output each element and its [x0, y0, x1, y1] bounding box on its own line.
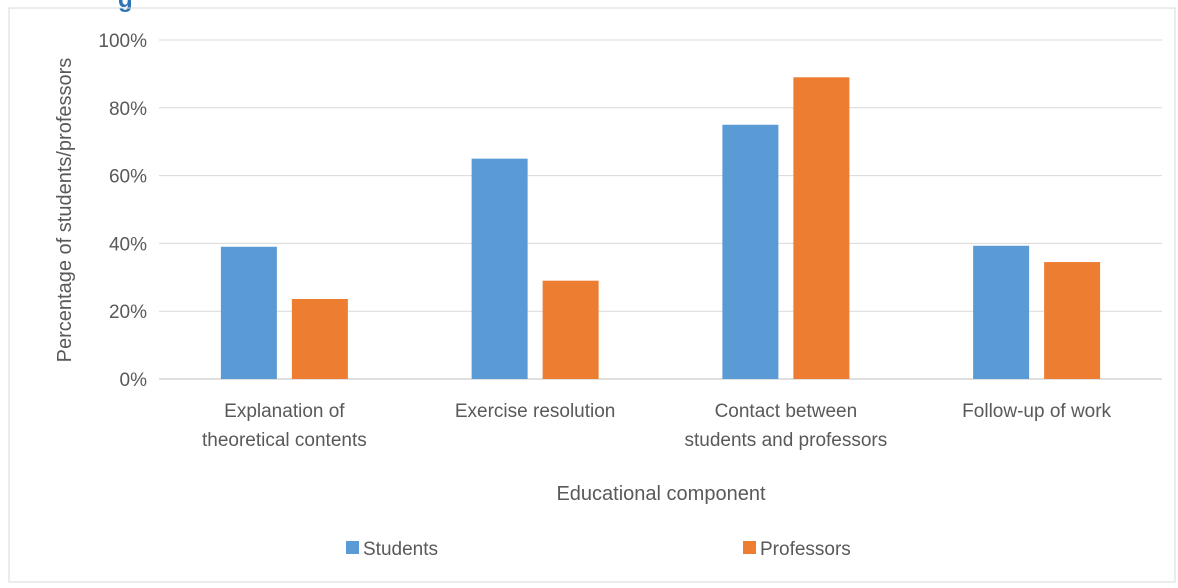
bar-students — [471, 158, 528, 379]
y-tick-labels: 0% 20% 40% 60% 80% 100% — [98, 31, 147, 391]
x-tick-labels: Explanation of theoretical contents Exerci… — [202, 401, 1112, 451]
bar-professors — [291, 298, 348, 379]
y-tick-label: 20% — [109, 302, 147, 323]
bar-students — [722, 124, 779, 379]
x-tick-label: Follow-up of work — [962, 401, 1111, 422]
bars — [220, 77, 1101, 379]
bar-professors — [1044, 262, 1101, 379]
chart-frame — [8, 7, 1176, 583]
x-tick-label: theoretical contents — [202, 430, 367, 451]
bar-students — [973, 245, 1030, 379]
bar-professors — [793, 77, 850, 379]
bar-students — [220, 246, 277, 379]
legend-label-students: Students — [363, 539, 438, 560]
legend-swatch-students — [346, 541, 359, 554]
y-tick-label: 100% — [98, 31, 147, 52]
x-tick-label: Exercise resolution — [455, 401, 616, 422]
legend-label-professors: Professors — [760, 539, 851, 560]
legend: Students Professors — [346, 539, 851, 560]
bar-professors — [542, 280, 599, 379]
y-tick-label: 40% — [109, 234, 147, 255]
y-tick-label: 60% — [109, 167, 147, 188]
x-axis-label: Educational component — [556, 483, 765, 505]
chart-title-fragment: g — [118, 0, 133, 13]
x-tick-label: Explanation of — [224, 401, 345, 422]
y-tick-label: 0% — [120, 370, 148, 391]
y-axis-label: Percentage of students/professors — [54, 58, 76, 363]
y-tick-label: 80% — [109, 99, 147, 120]
x-tick-label: Contact between — [715, 401, 858, 422]
x-tick-label: students and professors — [684, 430, 887, 451]
legend-swatch-professors — [743, 541, 756, 554]
